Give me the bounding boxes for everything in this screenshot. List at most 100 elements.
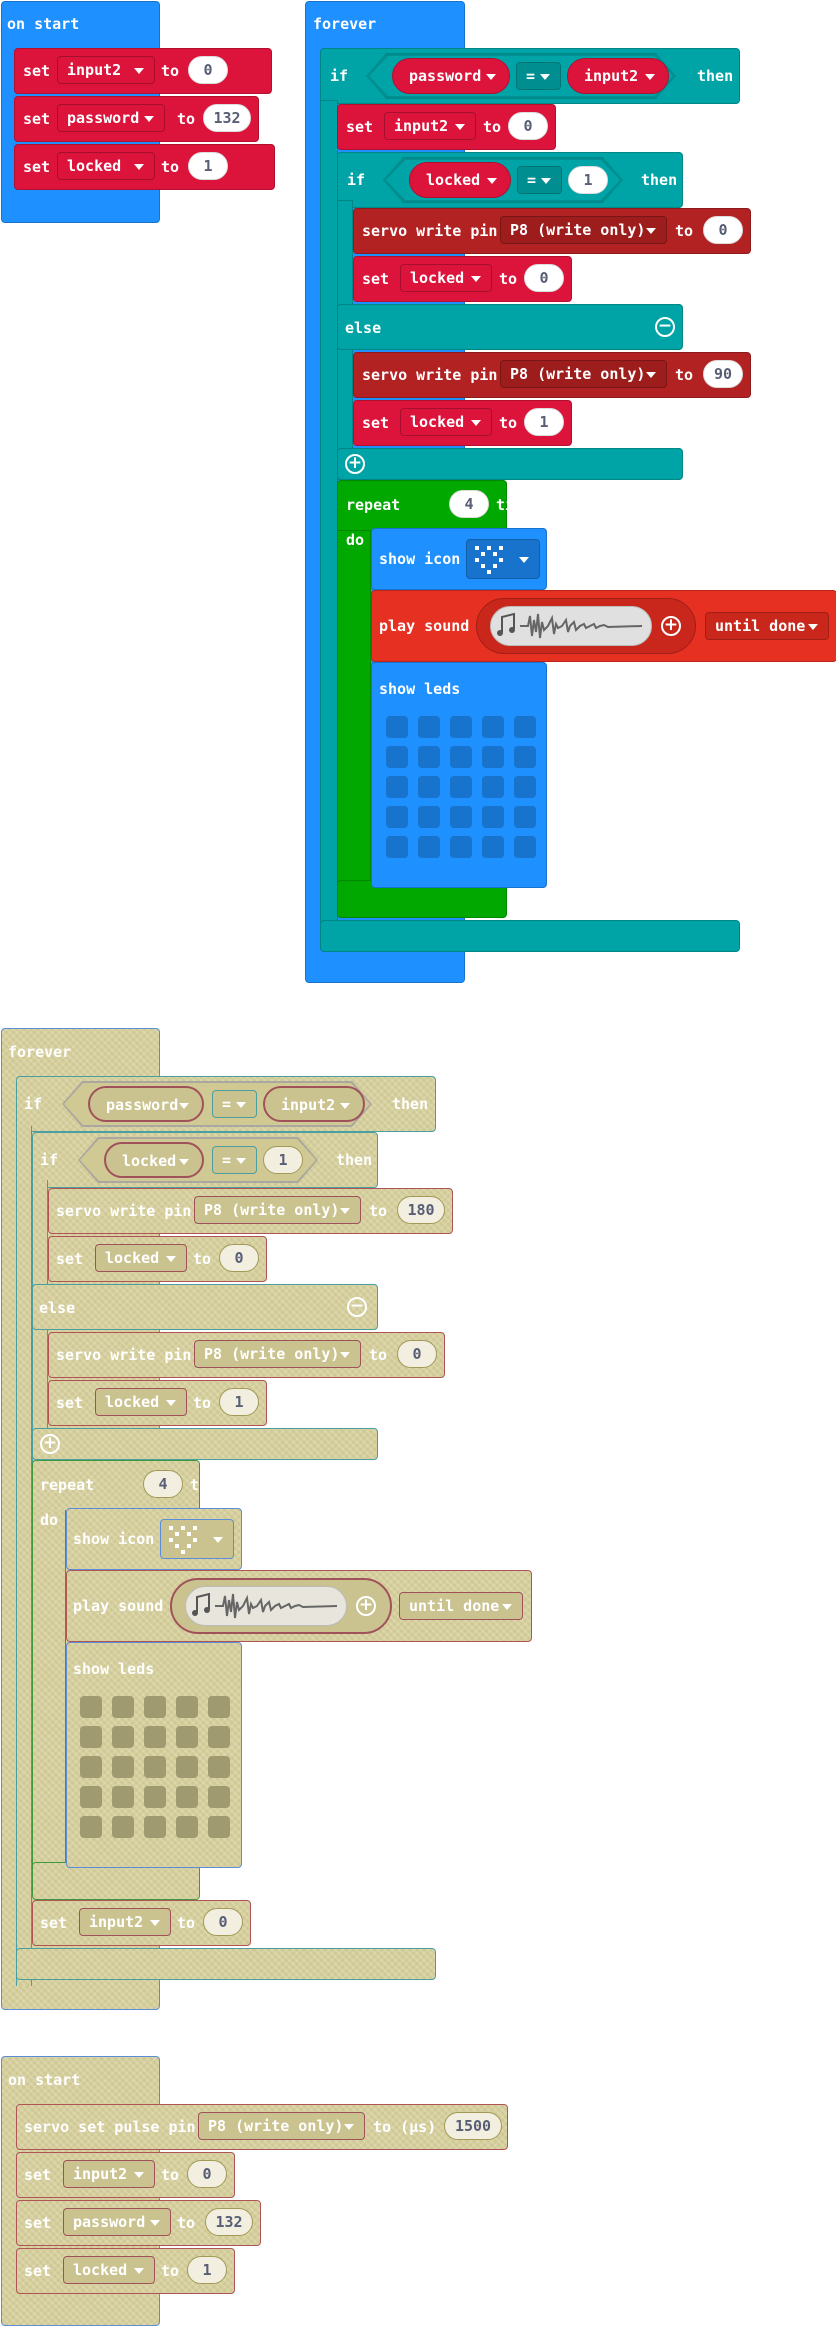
pin-dropdown[interactable]: P8 (write only) xyxy=(194,1196,361,1224)
led-cell[interactable] xyxy=(386,746,408,768)
led-cell[interactable] xyxy=(418,836,440,858)
led-cell[interactable] xyxy=(418,806,440,828)
led-cell[interactable] xyxy=(112,1726,134,1748)
pin-dropdown[interactable]: P8 (write only) xyxy=(194,1340,361,1368)
led-cell[interactable] xyxy=(112,1816,134,1838)
variable-input2[interactable]: input2 xyxy=(567,58,669,94)
number-input[interactable]: 1 xyxy=(187,2256,227,2284)
led-cell[interactable] xyxy=(386,776,408,798)
icon-dropdown[interactable] xyxy=(160,1519,234,1559)
led-cell[interactable] xyxy=(208,1816,230,1838)
number-input[interactable]: 0 xyxy=(524,264,564,292)
minus-circle-icon[interactable]: − xyxy=(655,317,675,337)
number-input[interactable]: 132 xyxy=(203,104,251,132)
number-input[interactable]: 4 xyxy=(449,490,489,518)
led-cell[interactable] xyxy=(176,1816,198,1838)
servo-write-block[interactable] xyxy=(353,208,751,254)
variable-dropdown[interactable]: locked xyxy=(400,264,492,292)
led-cell[interactable] xyxy=(386,836,408,858)
led-cell[interactable] xyxy=(176,1786,198,1808)
variable-dropdown[interactable]: input2 xyxy=(79,1908,171,1936)
play-mode-dropdown[interactable]: until done xyxy=(705,612,829,640)
led-cell[interactable] xyxy=(514,836,536,858)
pin-dropdown[interactable]: P8 (write only) xyxy=(198,2112,365,2140)
led-cell[interactable] xyxy=(112,1756,134,1778)
led-cell[interactable] xyxy=(80,1696,102,1718)
number-input[interactable]: 0 xyxy=(219,1244,259,1272)
variable-locked[interactable]: locked xyxy=(409,162,511,198)
variable-dropdown[interactable]: locked xyxy=(63,2256,155,2284)
led-cell[interactable] xyxy=(482,776,504,798)
led-cell[interactable] xyxy=(418,776,440,798)
plus-circle-icon[interactable]: + xyxy=(356,1596,376,1616)
pin-dropdown[interactable]: P8 (write only) xyxy=(500,360,667,388)
number-input[interactable]: 0 xyxy=(187,2160,227,2188)
led-cell[interactable] xyxy=(144,1756,166,1778)
led-cell[interactable] xyxy=(208,1786,230,1808)
led-cell[interactable] xyxy=(450,776,472,798)
variable-password[interactable]: password xyxy=(88,1086,204,1122)
led-cell[interactable] xyxy=(482,716,504,738)
led-cell[interactable] xyxy=(450,806,472,828)
variable-dropdown[interactable]: locked xyxy=(400,408,492,436)
pin-dropdown[interactable]: P8 (write only) xyxy=(500,216,667,244)
led-cell[interactable] xyxy=(482,836,504,858)
led-cell[interactable] xyxy=(482,746,504,768)
led-cell[interactable] xyxy=(386,716,408,738)
number-input[interactable]: 180 xyxy=(397,1196,445,1224)
led-cell[interactable] xyxy=(144,1696,166,1718)
variable-dropdown[interactable]: input2 xyxy=(384,112,476,140)
led-cell[interactable] xyxy=(514,746,536,768)
led-cell[interactable] xyxy=(386,806,408,828)
number-input[interactable]: 1 xyxy=(263,1146,303,1174)
led-cell[interactable] xyxy=(418,716,440,738)
variable-dropdown[interactable]: locked xyxy=(95,1244,187,1272)
number-input[interactable]: 1 xyxy=(524,408,564,436)
operator-dropdown[interactable]: = xyxy=(212,1146,257,1174)
led-cell[interactable] xyxy=(80,1726,102,1748)
led-cell[interactable] xyxy=(176,1696,198,1718)
number-input[interactable]: 1500 xyxy=(444,2112,502,2140)
variable-dropdown[interactable]: input2 xyxy=(63,2160,155,2188)
minus-circle-icon[interactable]: − xyxy=(347,1297,367,1317)
led-cell[interactable] xyxy=(80,1756,102,1778)
led-cell[interactable] xyxy=(208,1726,230,1748)
number-input[interactable]: 90 xyxy=(703,360,743,388)
variable-locked[interactable]: locked xyxy=(104,1142,204,1178)
variable-dropdown[interactable]: input2 xyxy=(57,56,155,84)
led-cell[interactable] xyxy=(176,1726,198,1748)
variable-dropdown[interactable]: locked xyxy=(95,1388,187,1416)
plus-circle-icon[interactable]: + xyxy=(661,616,681,636)
number-input[interactable]: 0 xyxy=(703,216,743,244)
led-cell[interactable] xyxy=(514,806,536,828)
variable-dropdown[interactable]: password xyxy=(63,2208,171,2236)
led-cell[interactable] xyxy=(112,1696,134,1718)
led-cell[interactable] xyxy=(112,1786,134,1808)
if-footer[interactable] xyxy=(320,920,740,952)
number-input[interactable]: 0 xyxy=(508,112,548,140)
operator-dropdown[interactable]: = xyxy=(517,166,562,194)
variable-dropdown[interactable]: password xyxy=(57,104,165,132)
number-input[interactable]: 4 xyxy=(143,1470,183,1498)
led-cell[interactable] xyxy=(514,776,536,798)
led-cell[interactable] xyxy=(514,716,536,738)
number-input[interactable]: 1 xyxy=(219,1388,259,1416)
led-cell[interactable] xyxy=(80,1816,102,1838)
led-cell[interactable] xyxy=(482,806,504,828)
led-cell[interactable] xyxy=(450,746,472,768)
led-cell[interactable] xyxy=(176,1756,198,1778)
led-cell[interactable] xyxy=(450,716,472,738)
led-cell[interactable] xyxy=(144,1786,166,1808)
led-cell[interactable] xyxy=(208,1756,230,1778)
plus-circle-icon[interactable]: + xyxy=(40,1434,60,1454)
operator-dropdown[interactable]: = xyxy=(516,62,561,90)
number-input[interactable]: 0 xyxy=(203,1908,243,1936)
number-input[interactable]: 0 xyxy=(397,1340,437,1368)
operator-dropdown[interactable]: = xyxy=(212,1090,257,1118)
led-cell[interactable] xyxy=(80,1786,102,1808)
play-mode-dropdown[interactable]: until done xyxy=(399,1592,523,1620)
number-input[interactable]: 132 xyxy=(205,2208,253,2236)
led-cell[interactable] xyxy=(208,1696,230,1718)
variable-input2[interactable]: input2 xyxy=(263,1086,365,1122)
number-input[interactable]: 1 xyxy=(188,152,228,180)
